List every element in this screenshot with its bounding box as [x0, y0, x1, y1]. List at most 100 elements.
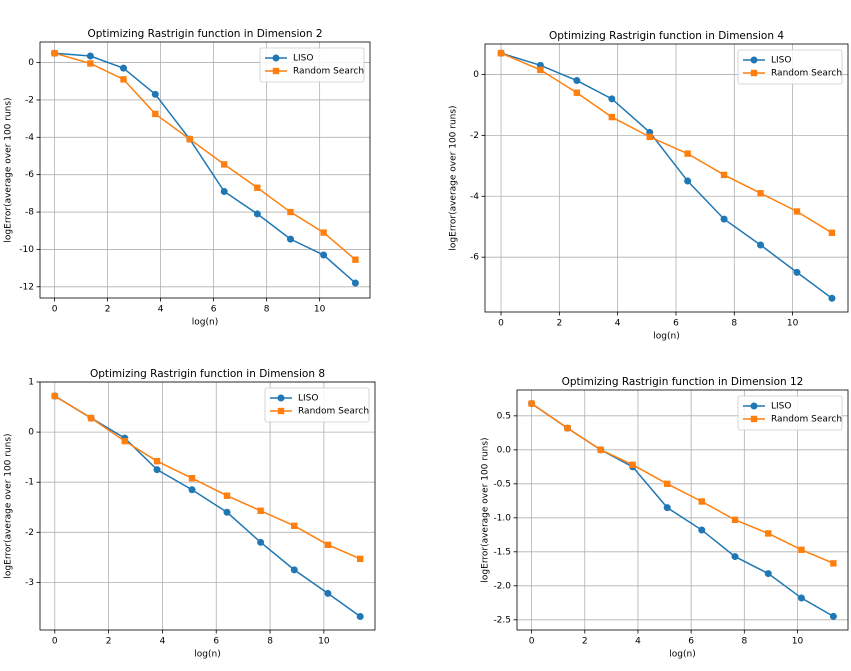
y-axis-label: logError(average over 100 runs): [481, 437, 491, 582]
y-tick-label: -2.0: [493, 581, 511, 591]
legend-marker: [272, 67, 280, 75]
marker: [86, 52, 94, 60]
legend-label: LISO: [298, 394, 318, 404]
subplot: Optimizing Rastrigin function in Dimensi…: [449, 30, 849, 342]
x-tick-label: 0: [498, 319, 504, 329]
y-tick-label: 0: [28, 58, 34, 68]
marker: [797, 594, 805, 602]
legend: LISO Random Search: [737, 395, 843, 431]
marker: [287, 208, 294, 216]
x-tick-label: 6: [213, 637, 219, 647]
marker: [793, 208, 801, 215]
y-axis-label: logError(average over 100 runs): [4, 433, 14, 578]
legend-label: Random Search: [771, 415, 842, 425]
legend-marker: [277, 407, 285, 415]
subplot: Optimizing Rastrigin function in Dimensi…: [481, 376, 849, 660]
y-axis-label: logError(average over 100 runs): [4, 97, 14, 242]
legend-marker: [272, 54, 280, 62]
marker: [829, 612, 837, 620]
y-tick-label: -6: [25, 170, 34, 180]
line: [54, 52, 356, 284]
line: [531, 402, 834, 618]
marker: [828, 294, 836, 302]
x-tick-label: 2: [106, 637, 112, 647]
x-tick-label: 6: [688, 637, 694, 647]
marker: [793, 268, 801, 276]
legend-marker: [750, 402, 758, 410]
y-tick-label: -0.5: [493, 479, 511, 489]
legend: LISO Random Search: [264, 387, 370, 423]
marker: [731, 516, 739, 524]
y-tick-label: 0: [28, 428, 34, 438]
plot-frame: [516, 389, 849, 631]
x-tick-label: 2: [556, 319, 562, 329]
x-tick-label: 10: [787, 319, 799, 329]
marker: [220, 187, 228, 195]
marker: [830, 560, 837, 567]
legend-label: Random Search: [293, 67, 364, 77]
marker: [731, 553, 739, 561]
y-tick-label: -3: [25, 578, 34, 588]
legend-box: [737, 395, 843, 431]
marker: [87, 60, 94, 67]
x-tick-label: 4: [160, 637, 166, 647]
marker: [51, 50, 58, 57]
legend-marker: [750, 415, 758, 423]
x-tick-label: 4: [615, 319, 621, 329]
marker: [119, 64, 127, 72]
legend-marker: [750, 56, 758, 64]
plot-frame: [484, 43, 849, 313]
line: [500, 52, 833, 299]
x-tick-label: 8: [267, 637, 273, 647]
y-tick-label: -12: [19, 282, 34, 292]
subplot: Optimizing Rastrigin function in Dimensi…: [4, 368, 376, 660]
marker: [684, 150, 691, 157]
marker: [573, 77, 581, 85]
y-tick-label: -2: [470, 131, 479, 141]
y-tick-label: -10: [19, 245, 34, 255]
marker: [153, 457, 161, 465]
x-axis-label: log(n): [194, 650, 220, 660]
marker: [87, 414, 95, 422]
x-tick-label: 6: [673, 319, 679, 329]
marker: [828, 229, 836, 237]
x-tick-label: 2: [582, 637, 588, 647]
legend-label: LISO: [771, 56, 791, 66]
x-tick-label: 0: [52, 305, 58, 315]
chart-title: Optimizing Rastrigin function in Dimensi…: [562, 376, 804, 388]
plot-frame: [39, 381, 376, 631]
y-tick-label: -4: [470, 192, 479, 202]
y-tick-label: -2.5: [493, 615, 511, 625]
y-tick-label: 1: [28, 378, 34, 388]
x-tick-label: 8: [264, 305, 270, 315]
marker: [290, 566, 298, 574]
legend-marker: [277, 394, 285, 402]
x-tick-label: 10: [314, 305, 326, 315]
marker: [188, 474, 196, 482]
x-tick-label: 4: [635, 637, 641, 647]
marker: [324, 541, 332, 549]
y-tick-label: -1.0: [493, 513, 511, 523]
marker: [257, 538, 265, 546]
marker: [254, 184, 261, 191]
x-tick-label: 6: [211, 305, 217, 315]
line: [54, 395, 361, 618]
marker: [528, 400, 535, 407]
marker: [223, 492, 231, 499]
marker: [320, 251, 328, 259]
x-tick-label: 10: [792, 637, 804, 647]
y-tick-label: -1.5: [493, 547, 511, 557]
marker: [537, 66, 544, 74]
marker: [357, 555, 364, 563]
marker: [798, 546, 805, 553]
marker: [757, 241, 765, 249]
marker: [764, 570, 772, 578]
marker: [253, 210, 261, 218]
marker: [320, 229, 327, 236]
marker: [663, 504, 671, 512]
marker: [698, 526, 706, 534]
x-tick-label: 0: [529, 637, 535, 647]
x-tick-label: 8: [731, 319, 737, 329]
marker: [597, 446, 604, 454]
